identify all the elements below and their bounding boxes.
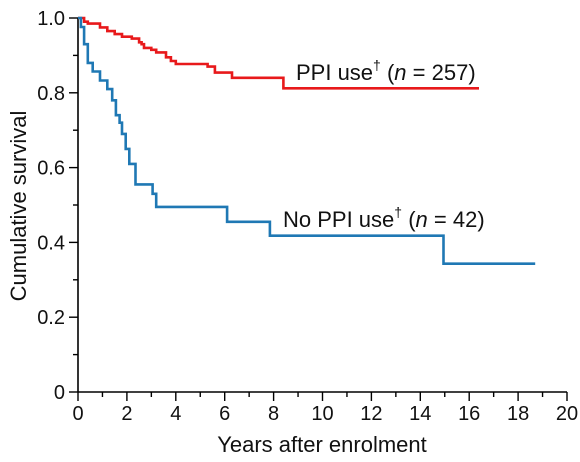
x-tick-label: 14 — [409, 403, 431, 425]
x-tick-label: 2 — [121, 403, 132, 425]
x-tick-label: 16 — [458, 403, 480, 425]
x-tick-label: 4 — [170, 403, 181, 425]
x-tick-label: 0 — [72, 403, 83, 425]
y-tick-label: 0.4 — [37, 232, 65, 254]
series-line-ppi — [78, 16, 479, 90]
axes: 0 2 4 6 8 10 12 14 16 18 20 0 0.2 0.4 0.6 0.8 1.0 — [37, 8, 578, 425]
series-layer — [78, 16, 536, 265]
x-axis-title: Years after enrolment — [217, 432, 427, 457]
x-tick-label: 12 — [360, 403, 382, 425]
x-tick-label: 10 — [311, 403, 333, 425]
y-tick-label: 0 — [54, 382, 65, 404]
x-tick-label: 20 — [556, 403, 578, 425]
y-tick-label: 0.2 — [37, 307, 65, 329]
x-tick-label: 18 — [507, 403, 529, 425]
series-label-no-ppi: No PPI use† (n = 42) — [283, 204, 485, 232]
x-tick-label: 6 — [219, 403, 230, 425]
series-label-ppi: PPI use† (n = 257) — [296, 57, 476, 85]
series-line-no-ppi — [78, 16, 536, 265]
x-tick-label: 8 — [268, 403, 279, 425]
y-tick-label: 1.0 — [37, 8, 65, 30]
y-tick-label: 0.8 — [37, 83, 65, 105]
y-tick-label: 0.6 — [37, 158, 65, 180]
y-axis-title: Cumulative survival — [6, 111, 31, 302]
